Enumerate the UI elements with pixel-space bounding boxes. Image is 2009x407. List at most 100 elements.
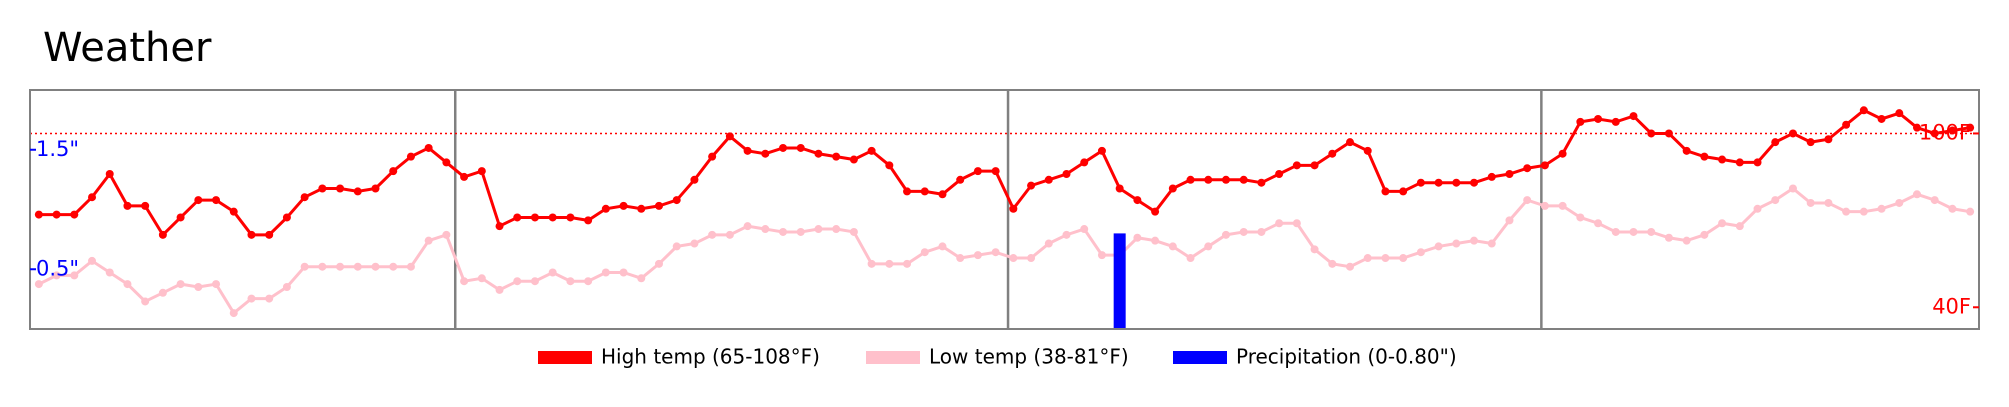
temp-point	[1771, 138, 1780, 147]
temp-point	[1877, 204, 1886, 213]
temp-point	[920, 248, 929, 257]
temp-point	[406, 262, 415, 271]
legend-swatch	[1173, 351, 1227, 364]
temp-point	[938, 242, 947, 251]
temp-point	[1381, 187, 1390, 196]
temp-point	[424, 143, 433, 152]
temp-point	[637, 274, 646, 283]
temp-point	[1133, 233, 1142, 242]
temp-point	[1044, 175, 1053, 184]
temp-line	[38, 108, 1971, 238]
precip-bar	[1113, 233, 1126, 329]
temp-point	[1097, 251, 1106, 260]
temp-point	[318, 184, 327, 193]
temp-point	[353, 262, 362, 271]
temp-point	[1842, 207, 1851, 216]
temp-point	[566, 277, 575, 286]
temp-point	[796, 227, 805, 236]
temp-point	[389, 262, 398, 271]
temp-point	[1629, 227, 1638, 236]
temp-point	[70, 271, 79, 280]
temp-point	[1540, 161, 1549, 170]
temp-point	[1168, 242, 1177, 251]
temp-point	[867, 259, 876, 268]
temp-point	[105, 268, 114, 277]
temp-point	[70, 210, 79, 219]
temp-point	[1204, 175, 1213, 184]
temp-point	[973, 251, 982, 260]
temp-point	[1824, 135, 1833, 144]
temp-point	[1275, 219, 1284, 228]
temp-point	[1753, 158, 1762, 167]
temp-point	[1682, 146, 1691, 155]
temp-point	[814, 149, 823, 158]
temp-point	[1168, 184, 1177, 193]
temp-point	[991, 167, 1000, 176]
temp-point	[1735, 222, 1744, 231]
temp-point	[194, 196, 203, 205]
temp-point	[1824, 198, 1833, 207]
temp-point	[1895, 198, 1904, 207]
temp-point	[265, 294, 274, 303]
temp-point	[725, 230, 734, 239]
temp-point	[849, 155, 858, 164]
temp-point	[212, 280, 221, 289]
y2-tick-label: 40F	[1932, 294, 1971, 318]
temp-point	[548, 268, 557, 277]
temp-point	[318, 262, 327, 271]
temp-point	[654, 201, 663, 210]
temp-point	[1842, 120, 1851, 129]
temp-point	[141, 201, 150, 210]
temp-point	[1292, 219, 1301, 228]
temp-point	[672, 242, 681, 251]
y-tick-label: 1.5"	[36, 137, 79, 161]
temp-point	[495, 222, 504, 231]
temp-point	[1151, 236, 1160, 245]
temp-point	[1806, 138, 1815, 147]
temp-point	[1859, 207, 1868, 216]
temp-point	[991, 248, 1000, 257]
temp-point	[725, 132, 734, 141]
temp-point	[903, 259, 912, 268]
temp-point	[1523, 196, 1532, 205]
temp-point	[1966, 207, 1975, 216]
temp-point	[1576, 117, 1585, 126]
temp-point	[1399, 254, 1408, 263]
temp-point	[1097, 146, 1106, 155]
temp-point	[212, 196, 221, 205]
temp-point	[1133, 196, 1142, 205]
temp-point	[1505, 170, 1514, 179]
temp-point	[1115, 184, 1124, 193]
temp-point	[779, 227, 788, 236]
temp-point	[34, 210, 43, 219]
temp-point	[1558, 149, 1567, 158]
temp-point	[619, 201, 628, 210]
temp-point	[176, 213, 185, 222]
temp-point	[1576, 213, 1585, 222]
temp-point	[353, 187, 362, 196]
temp-point	[282, 213, 291, 222]
temp-point	[1062, 170, 1071, 179]
temp-point	[1664, 129, 1673, 138]
temp-point	[105, 170, 114, 179]
temp-point	[832, 152, 841, 161]
temp-point	[1399, 187, 1408, 196]
temp-point	[1080, 225, 1089, 234]
temp-point	[761, 225, 770, 234]
temp-point	[1381, 254, 1390, 263]
temp-point	[158, 230, 167, 239]
temp-point	[1221, 230, 1230, 239]
temp-point	[371, 262, 380, 271]
temp-point	[1416, 178, 1425, 187]
temp-point	[849, 227, 858, 236]
temp-point	[1221, 175, 1230, 184]
temp-point	[1292, 161, 1301, 170]
temp-point	[123, 280, 132, 289]
temp-point	[1062, 230, 1071, 239]
temp-point	[1204, 242, 1213, 251]
temp-point	[1027, 181, 1036, 190]
temp-point	[194, 282, 203, 291]
temp-point	[1700, 152, 1709, 161]
temp-point	[1930, 196, 1939, 205]
temp-point	[1151, 207, 1160, 216]
